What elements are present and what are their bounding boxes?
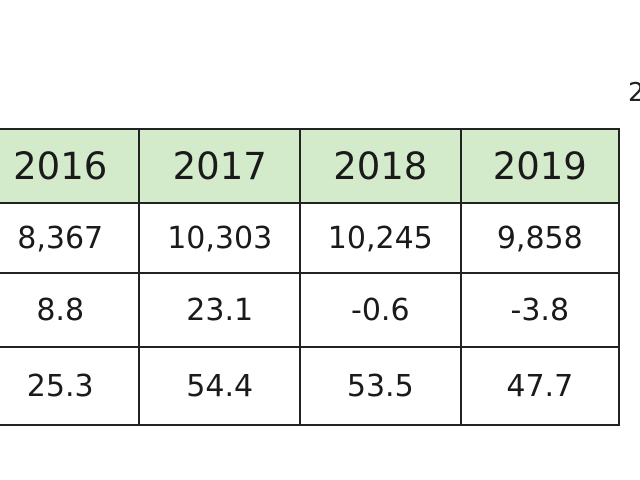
header-cell-2018: 2018 xyxy=(298,128,462,204)
table-row: 8.8 23.1 -0.6 -3.8 xyxy=(0,272,621,348)
table-cell: -3.8 xyxy=(459,272,621,348)
header-cell-2017: 2017 xyxy=(138,128,301,204)
table-cell: 25.3 xyxy=(0,346,141,426)
table-cell: 53.5 xyxy=(298,346,462,426)
cropped-corner-text: 2 xyxy=(628,78,640,108)
table-cell: -0.6 xyxy=(298,272,462,348)
table-row: 25.3 54.4 53.5 47.7 xyxy=(0,346,621,426)
header-cell-2019: 2019 xyxy=(459,128,621,204)
header-cell-2016: 2016 xyxy=(0,128,141,204)
table-cell: 23.1 xyxy=(138,272,301,348)
table-cell: 8.8 xyxy=(0,272,141,348)
header-row: 2016 2017 2018 2019 xyxy=(0,128,621,204)
table-cell: 47.7 xyxy=(459,346,621,426)
table-cell: 8,367 xyxy=(0,202,141,274)
table-cell: 10,245 xyxy=(298,202,462,274)
data-table: 2016 2017 2018 2019 8,367 10,303 10,245 … xyxy=(0,128,621,426)
table-cell: 9,858 xyxy=(459,202,621,274)
table-cell: 10,303 xyxy=(138,202,301,274)
table-row: 8,367 10,303 10,245 9,858 xyxy=(0,202,621,274)
table-cell: 54.4 xyxy=(138,346,301,426)
